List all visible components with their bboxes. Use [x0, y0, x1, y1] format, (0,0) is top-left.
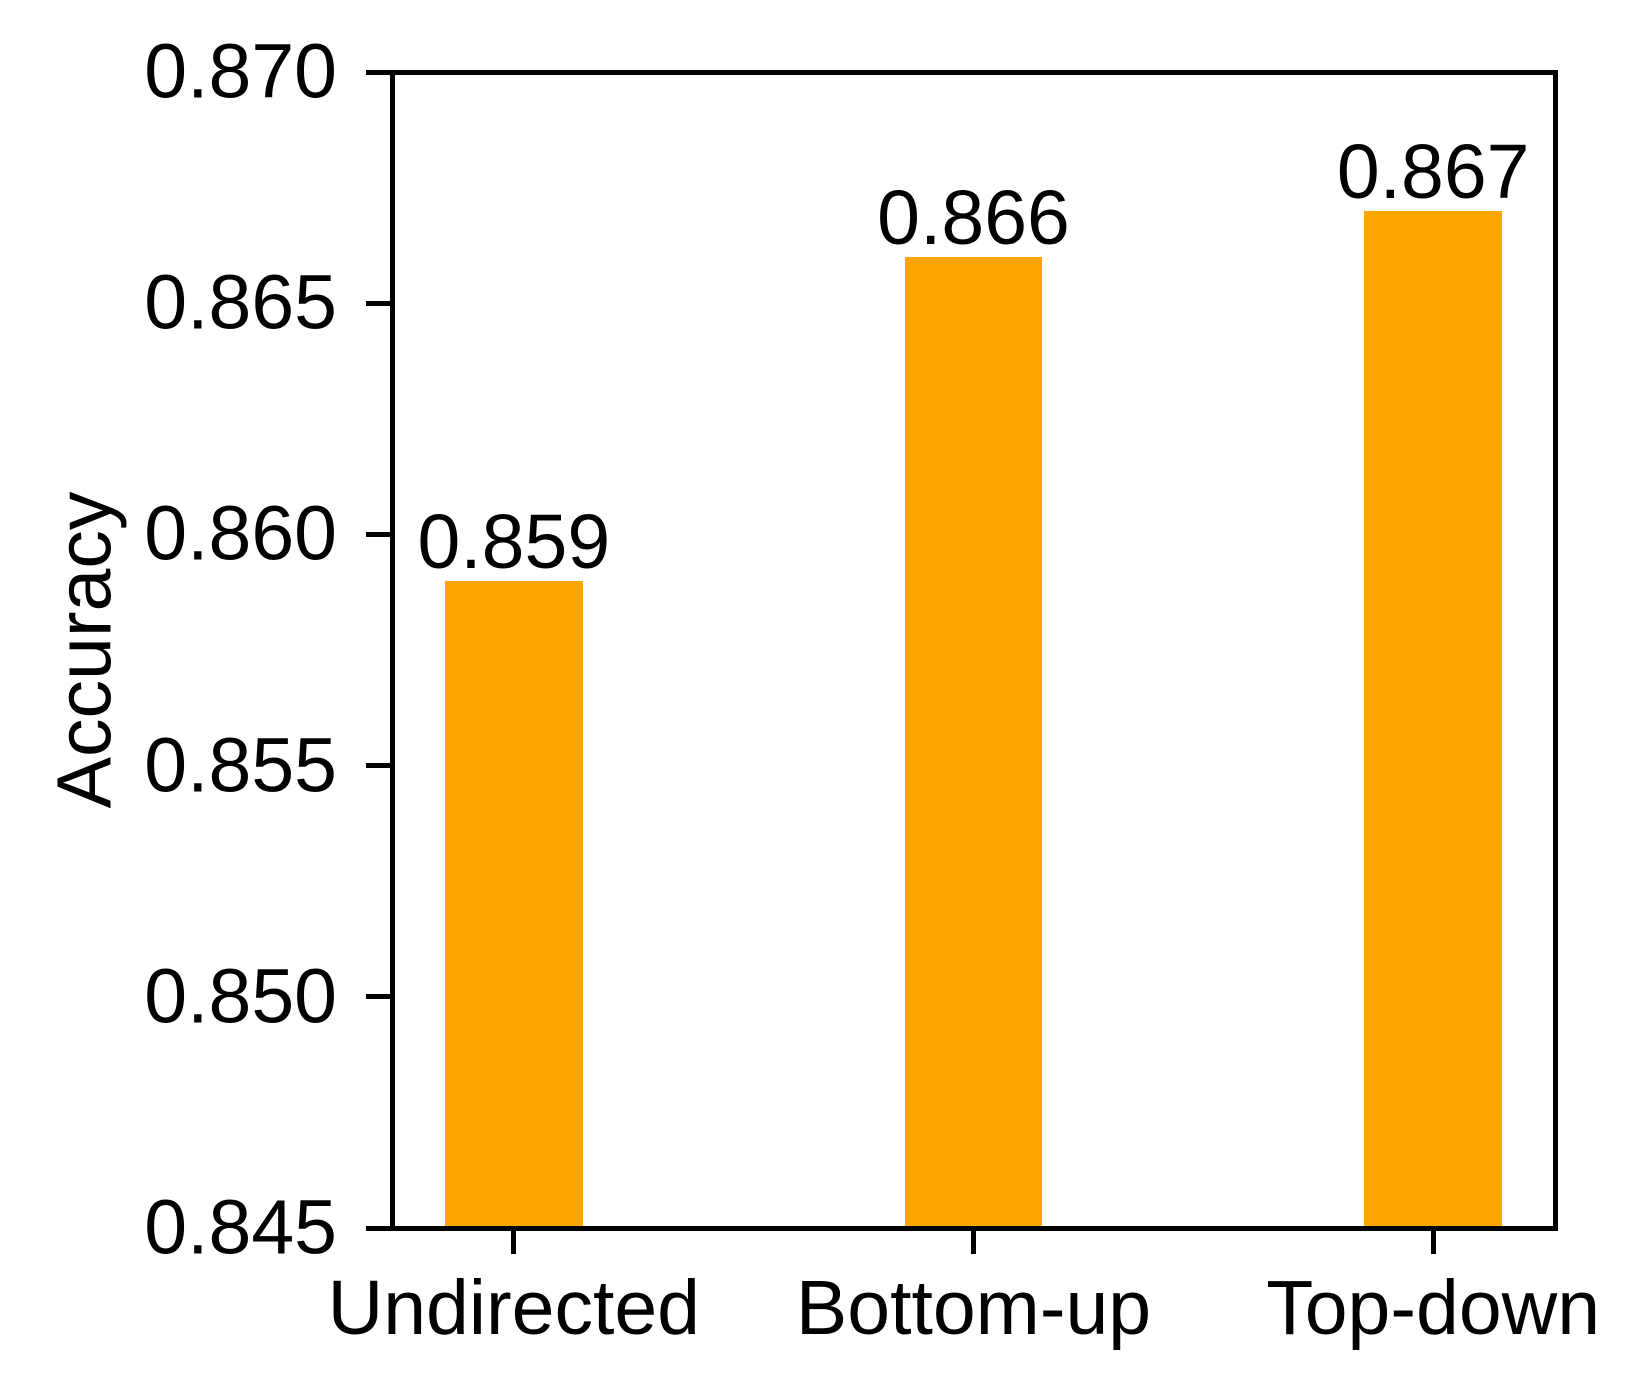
y-axis-label: Accuracy: [41, 491, 128, 809]
bar-bottom-up: [904, 256, 1043, 1226]
y-tick-label-0.850: 0.850: [144, 953, 337, 1040]
y-tick-0.870: [366, 69, 390, 75]
y-tick-label-0.860: 0.860: [144, 490, 337, 577]
x-tick-top-down: [1430, 1230, 1436, 1254]
y-tick-label-0.870: 0.870: [144, 28, 337, 115]
y-tick-0.845: [366, 1225, 390, 1231]
x-tick-label-top-down: Top-down: [1266, 1265, 1601, 1351]
y-tick-label-0.845: 0.845: [144, 1184, 337, 1271]
x-tick-undirected: [511, 1230, 517, 1254]
y-tick-label-0.865: 0.865: [144, 259, 337, 346]
x-tick-bottom-up: [971, 1230, 976, 1254]
y-tick-0.860: [366, 531, 390, 537]
x-tick-label-bottom-up: Bottom-up: [795, 1265, 1152, 1351]
bar-undirected: [444, 580, 583, 1226]
x-tick-label-undirected: Undirected: [327, 1265, 700, 1351]
bar-value-label-top-down: 0.867: [1336, 128, 1530, 215]
bar-value-label-undirected: 0.859: [417, 498, 611, 585]
y-tick-label-0.855: 0.855: [144, 722, 337, 809]
y-tick-0.850: [366, 994, 390, 1000]
y-tick-0.865: [366, 300, 390, 306]
bar-top-down: [1364, 210, 1503, 1226]
bar-value-label-bottom-up: 0.866: [877, 174, 1070, 261]
y-tick-0.855: [366, 763, 390, 769]
